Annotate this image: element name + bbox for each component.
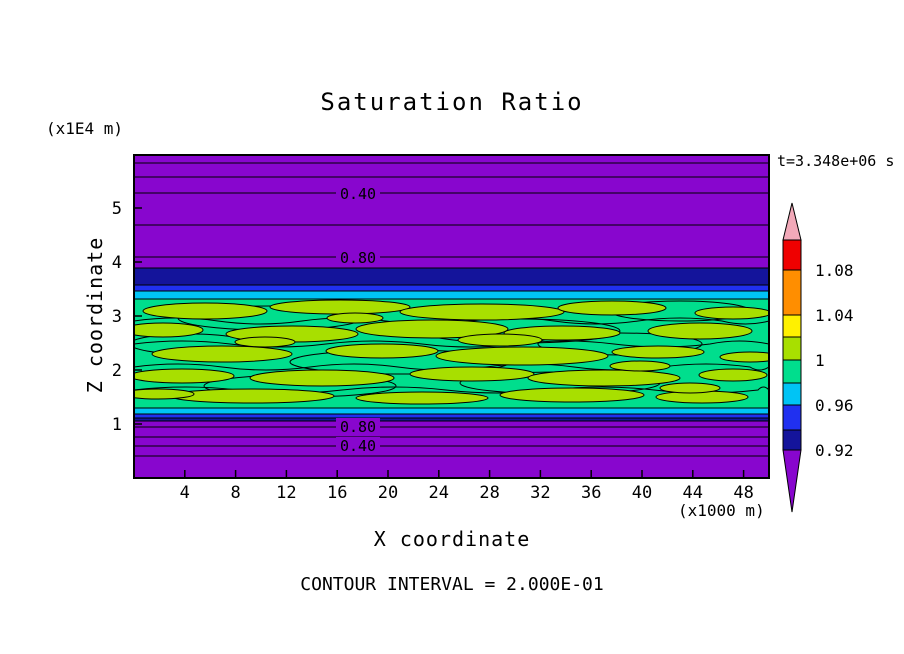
contour-blob (399, 303, 565, 321)
x-tick-label: 20 (378, 483, 398, 503)
colorbar-segment (782, 404, 802, 431)
contour-band-cyan-bottom (134, 408, 769, 414)
contour-blob (457, 333, 543, 347)
contour-blob (142, 302, 268, 320)
contour-label-mask (336, 249, 380, 266)
contour-blob (151, 345, 293, 363)
contour-blob (527, 369, 681, 387)
colorbar-segment (782, 382, 802, 406)
contour-blob (355, 319, 509, 339)
x-tick-label: 48 (733, 483, 753, 503)
x-tick-label: 16 (327, 483, 347, 503)
contour-label-mask (336, 418, 380, 435)
colorbar: 1.08 1.04 1 0.96 0.92 (782, 202, 854, 513)
contour-value-label: 0.40 (340, 437, 376, 455)
time-annotation: t=3.348e+06 s (777, 152, 895, 170)
colorbar-top-arrow (782, 202, 802, 241)
contour-band-navy-bottom (134, 418, 769, 421)
contour-blob (269, 299, 411, 315)
contour-interval-note: CONTOUR INTERVAL = 2.000E-01 (300, 574, 604, 595)
contour-blob (694, 306, 769, 320)
contour-blob (647, 322, 753, 340)
colorbar-segment (782, 269, 802, 316)
colorbar-segment (782, 239, 802, 271)
contour-blob (557, 300, 667, 316)
y-axis-title: Z coordinate (83, 236, 107, 394)
x-tick-label: 12 (276, 483, 296, 503)
y-tick-label: 2 (112, 361, 122, 381)
x-tick-label: 44 (683, 483, 703, 503)
contour-blob (659, 382, 721, 394)
x-tick-label: 24 (429, 483, 449, 503)
colorbar-segment (782, 336, 802, 361)
contour-band-blue-bottom (134, 414, 769, 418)
contour-blob (325, 343, 439, 359)
contour-blob (134, 322, 204, 338)
contour-blob (134, 388, 195, 400)
contour-blob (499, 387, 645, 403)
contour-band-blue-strip (134, 285, 769, 291)
contour-blob (249, 369, 395, 387)
contour-wave-line (134, 340, 769, 348)
x-tick-label: 28 (479, 483, 499, 503)
x-tick-label: 32 (530, 483, 550, 503)
colorbar-label: 0.92 (815, 441, 854, 460)
y-tick-label: 3 (112, 307, 122, 327)
x-axis-title: X coordinate (373, 527, 531, 551)
contour-band-purple-top (134, 155, 769, 268)
contour-blob (326, 312, 384, 324)
contour-blob (719, 351, 769, 363)
x-tick-label: 8 (230, 483, 240, 503)
y-tick-label: 4 (112, 253, 122, 273)
x-tick-label: 36 (581, 483, 601, 503)
contour-band-purple-bottom (134, 421, 769, 478)
contour-value-label: 0.80 (340, 249, 376, 267)
colorbar-segment (782, 359, 802, 384)
colorbar-label: 0.96 (815, 396, 854, 415)
contour-field: 0.400.800.800.40 (134, 155, 769, 478)
colorbar-label: 1 (815, 351, 825, 370)
contour-band-cyan-strip (134, 291, 769, 299)
contour-value-label: 0.40 (340, 185, 376, 203)
contour-blob (169, 388, 335, 404)
contour-label-mask (336, 437, 380, 454)
colorbar-label: 1.08 (815, 261, 854, 280)
contour-blob (234, 336, 296, 348)
contour-label-mask (336, 185, 380, 202)
contour-blob (409, 366, 535, 382)
colorbar-label: 1.04 (815, 306, 854, 325)
colorbar-segment (782, 429, 802, 451)
colorbar-segment (782, 314, 802, 338)
contour-value-label: 0.80 (340, 418, 376, 436)
x-axis-unit-label: (x1000 m) (678, 501, 765, 520)
contour-blob (134, 368, 235, 384)
y-tick-label: 5 (112, 199, 122, 219)
y-axis-unit-label: (x1E4 m) (46, 119, 124, 138)
contour-blob (435, 346, 609, 366)
colorbar-bottom-arrow (782, 449, 802, 513)
y-tick-label: 1 (112, 415, 122, 435)
contour-blob (698, 368, 768, 382)
contour-blob (609, 360, 671, 372)
contour-blob (611, 345, 705, 359)
page-title: Saturation Ratio (320, 88, 584, 116)
x-tick-label: 40 (632, 483, 652, 503)
contour-blob (355, 391, 489, 405)
x-tick-label: 4 (180, 483, 190, 503)
contour-band-navy-band (134, 268, 769, 285)
